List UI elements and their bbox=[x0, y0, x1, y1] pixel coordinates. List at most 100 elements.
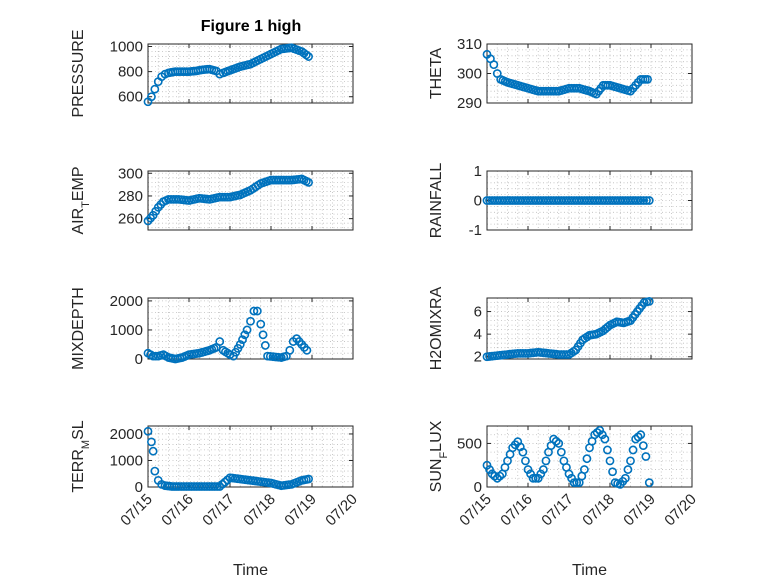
y-tick-label: 0 bbox=[135, 479, 143, 496]
y-tick-label: 290 bbox=[457, 95, 482, 112]
data-point bbox=[526, 469, 535, 479]
y-tick-label: 4 bbox=[474, 326, 482, 343]
data-point bbox=[235, 340, 245, 349]
data-point bbox=[639, 196, 648, 205]
data-point bbox=[582, 454, 592, 464]
data-point bbox=[240, 330, 250, 340]
data-point bbox=[564, 469, 574, 479]
x-tick-label: 07/20 bbox=[661, 491, 700, 530]
data-point bbox=[238, 335, 247, 345]
data-point bbox=[302, 345, 312, 355]
data-point bbox=[623, 465, 633, 474]
y-tick-label: 1000 bbox=[110, 322, 143, 339]
x-axis-label: Time bbox=[233, 562, 268, 579]
data-point bbox=[636, 196, 646, 205]
data-point bbox=[258, 330, 268, 340]
y-axis-label: RAINFALL bbox=[428, 163, 445, 239]
subplot-pressure: 600 800 1000 PRESSURE bbox=[70, 29, 354, 118]
data-point bbox=[644, 478, 654, 488]
y-axis-label: MIXDEPTH bbox=[70, 287, 87, 370]
data-point bbox=[569, 478, 579, 488]
subplot-air_temp: 260 280 300 AIRTEMP bbox=[70, 165, 354, 235]
plot-border bbox=[147, 43, 354, 104]
x-tick-label: 07/19 bbox=[620, 491, 659, 530]
subplot-terr_msl: 0 1000 2000 07/15 07/16 07/17 07/18 07/19 07/20 T… bbox=[70, 420, 361, 579]
data-point bbox=[147, 437, 156, 447]
y-tick-label: 1000 bbox=[110, 39, 143, 56]
data-point bbox=[643, 75, 652, 84]
data-point bbox=[143, 426, 153, 436]
data-point bbox=[304, 177, 313, 187]
y-tick-label: 280 bbox=[118, 188, 143, 205]
y-axis-label: PRESSURE bbox=[70, 29, 87, 117]
data-point bbox=[572, 478, 582, 488]
data-point bbox=[150, 84, 160, 94]
data-point bbox=[521, 456, 530, 466]
data-point bbox=[148, 446, 158, 456]
x-tick-label: 07/18 bbox=[240, 491, 279, 530]
data-point bbox=[641, 452, 651, 461]
plot-border bbox=[486, 425, 693, 488]
data-point bbox=[304, 474, 313, 484]
y-tick-label: 0 bbox=[474, 193, 482, 210]
data-point bbox=[605, 456, 615, 466]
data-point bbox=[518, 447, 528, 457]
data-point bbox=[638, 441, 648, 451]
subplot-sun_flux: 0 500 07/15 07/16 07/17 07/18 07/19 07/20 Time SU… bbox=[428, 420, 700, 579]
y-tick-label: 2 bbox=[474, 349, 482, 366]
data-point bbox=[256, 319, 266, 329]
data-point bbox=[633, 196, 643, 205]
x-tick-label: 07/17 bbox=[538, 491, 577, 530]
data-point bbox=[246, 316, 255, 326]
y-axis-label: THETA bbox=[428, 48, 445, 100]
data-point bbox=[485, 465, 494, 474]
data-point bbox=[215, 337, 225, 346]
subplot-theta: 290 300 310 THETA bbox=[428, 36, 693, 112]
x-tick-label: 07/16 bbox=[497, 491, 536, 530]
data-point bbox=[536, 469, 546, 479]
plot-border bbox=[147, 425, 354, 488]
data-point bbox=[531, 473, 541, 483]
data-point bbox=[567, 473, 576, 483]
x-tick-label: 07/18 bbox=[579, 491, 618, 530]
data-point bbox=[554, 439, 564, 448]
data-point bbox=[260, 341, 270, 350]
plot-border bbox=[486, 297, 693, 360]
y-axis-label: SUNFLUX bbox=[428, 420, 450, 492]
y-tick-label: 2000 bbox=[110, 426, 143, 443]
data-point bbox=[608, 467, 617, 477]
data-point bbox=[597, 430, 607, 440]
y-tick-label: 1000 bbox=[110, 452, 143, 469]
figure-title: Figure 1 high bbox=[201, 18, 301, 35]
subplot-mixdepth: 0 1000 2000 MIXDEPTH bbox=[70, 287, 354, 370]
data-point bbox=[644, 296, 654, 306]
y-tick-label: 2000 bbox=[110, 293, 143, 310]
data-point bbox=[562, 350, 571, 359]
data-point bbox=[600, 434, 610, 444]
subplot-rainfall: -1 0 1 RAINFALL bbox=[428, 163, 693, 239]
data-point bbox=[304, 52, 313, 61]
data-point bbox=[150, 466, 160, 476]
x-axis-label: Time bbox=[572, 562, 607, 579]
x-tick-label: 07/17 bbox=[199, 491, 238, 530]
data-point bbox=[636, 430, 646, 440]
data-point bbox=[644, 196, 654, 205]
data-point bbox=[626, 456, 635, 466]
plot-border bbox=[147, 297, 354, 360]
x-tick-label: 07/20 bbox=[322, 491, 361, 530]
y-tick-label: 500 bbox=[457, 435, 482, 452]
y-tick-label: 800 bbox=[118, 64, 143, 81]
data-point bbox=[595, 425, 605, 435]
data-point bbox=[528, 473, 538, 483]
y-tick-label: 300 bbox=[457, 66, 482, 83]
y-axis-label: H2OMIXRA bbox=[428, 286, 445, 370]
y-tick-label: 310 bbox=[457, 36, 482, 53]
data-point bbox=[620, 473, 630, 483]
y-tick-label: 600 bbox=[118, 89, 143, 106]
data-point bbox=[242, 325, 252, 335]
data-point bbox=[285, 345, 295, 355]
data-point bbox=[642, 196, 651, 205]
data-point bbox=[482, 460, 492, 470]
data-point bbox=[533, 473, 543, 483]
